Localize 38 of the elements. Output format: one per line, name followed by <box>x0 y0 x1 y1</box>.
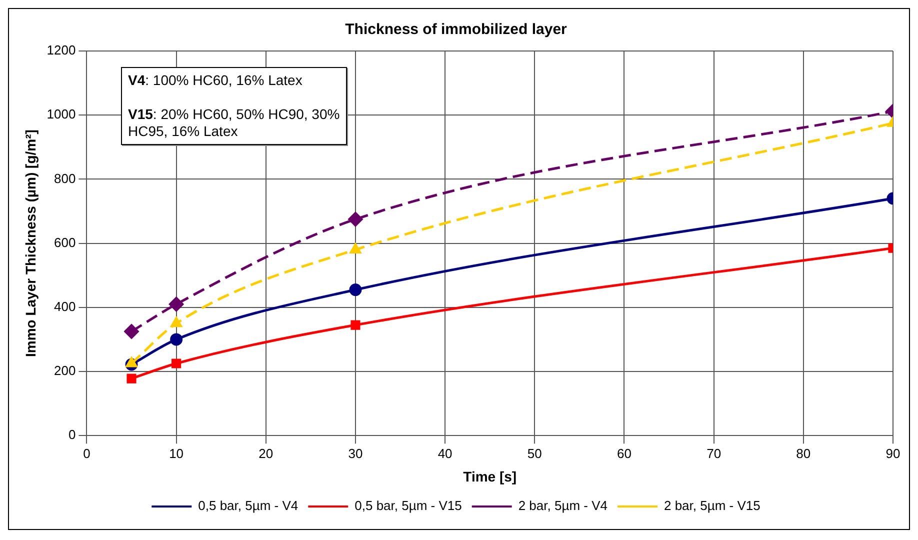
point <box>348 212 363 227</box>
x-tick-label: 80 <box>796 446 811 461</box>
point <box>170 317 182 328</box>
point <box>170 333 183 346</box>
x-tick-label: 90 <box>886 446 900 461</box>
legend-label: 0,5 bar, 5µm - V15 <box>354 498 462 514</box>
y-axis-title: Immo Layer Thickness (µm) [g/m²] <box>22 130 38 358</box>
y-tick-label: 1000 <box>46 106 76 122</box>
legend-label: 0,5 bar, 5µm - V4 <box>198 498 298 514</box>
x-tick-label: 0 <box>83 446 90 461</box>
legend-label: 2 bar, 5µm - V4 <box>518 498 608 514</box>
y-tick-label: 0 <box>68 427 76 442</box>
point <box>124 324 139 339</box>
point <box>169 296 184 312</box>
legend-label: 2 bar, 5µm - V15 <box>664 498 760 514</box>
note-box: V4: 100% HC60, 16% Latex V15: 20% HC60, 50% HC90, 30% HC95, 16% Latex <box>121 67 347 145</box>
x-tick-label: 50 <box>527 446 542 461</box>
chart-title: Thickness of immobilized layer <box>345 21 568 38</box>
y-tick-label: 400 <box>54 298 76 314</box>
annotation: V4: 100% HC60, 16% Latex <box>128 72 302 88</box>
y-tick-label: 200 <box>54 363 76 378</box>
y-tick-label: 1200 <box>46 42 76 58</box>
point <box>126 357 138 368</box>
x-tick-label: 20 <box>258 446 274 461</box>
y-tick-label: 600 <box>54 234 76 250</box>
point <box>172 358 182 368</box>
x-tick-label: 30 <box>348 446 363 461</box>
annotation: V15: 20% HC60, 50% HC90, 30% HC95, 16% Latex <box>128 106 340 139</box>
point <box>349 284 362 296</box>
x-tick-label: 60 <box>617 446 632 461</box>
x-tick-label: 10 <box>169 446 184 461</box>
point <box>126 374 136 384</box>
point <box>350 320 360 330</box>
x-axis-title: Time [s] <box>463 468 517 484</box>
x-tick-label: 40 <box>438 446 452 461</box>
x-tick-label: 70 <box>706 446 722 461</box>
y-tick-label: 800 <box>54 170 76 186</box>
point <box>350 243 362 254</box>
